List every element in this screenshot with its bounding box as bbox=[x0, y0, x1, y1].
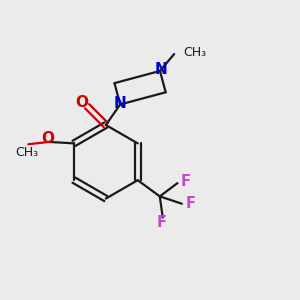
Text: CH₃: CH₃ bbox=[183, 46, 206, 59]
Text: O: O bbox=[75, 95, 88, 110]
Text: N: N bbox=[114, 96, 127, 111]
Text: N: N bbox=[154, 62, 167, 77]
Text: F: F bbox=[185, 196, 195, 211]
Text: O: O bbox=[41, 131, 54, 146]
Text: F: F bbox=[181, 174, 191, 189]
Text: F: F bbox=[156, 215, 166, 230]
Text: CH₃: CH₃ bbox=[15, 146, 38, 159]
